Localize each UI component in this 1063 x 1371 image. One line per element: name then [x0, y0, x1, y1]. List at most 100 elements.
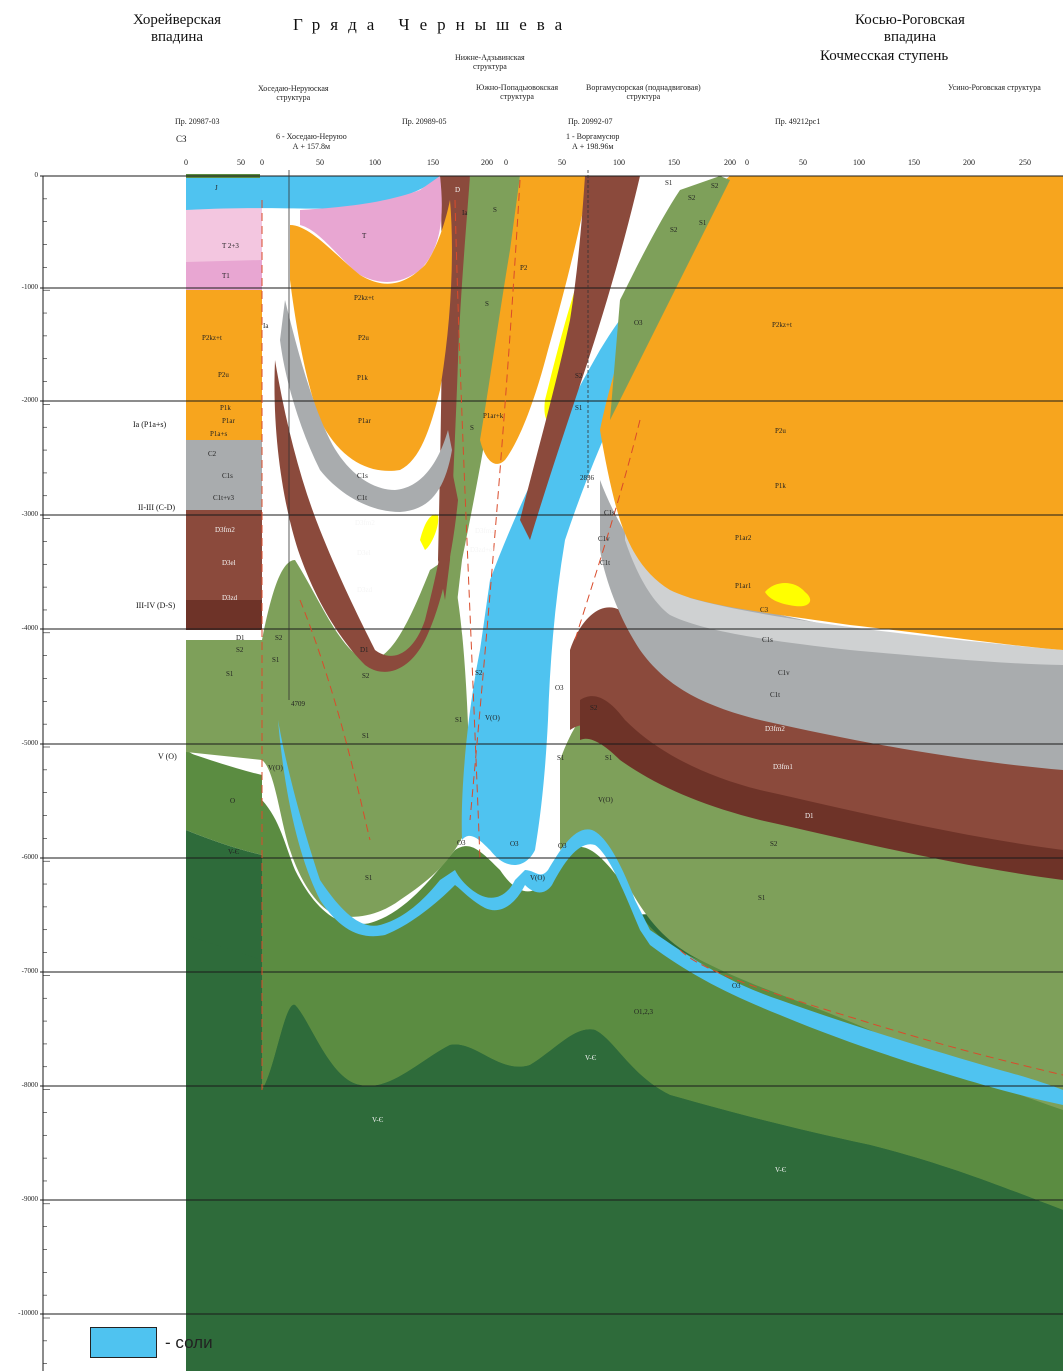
depth-label-6000: -6000 — [21, 853, 38, 861]
label-d3zd-left: D3zd — [222, 594, 238, 602]
salt-left-band — [278, 720, 1063, 1105]
unit-j-cyan — [186, 176, 440, 210]
well-1-name: 1 - Воргамусюр — [566, 132, 620, 141]
label-p2kzt-right: P2kz+t — [772, 321, 792, 329]
label-ve-lower: V-Є — [372, 1116, 384, 1124]
label-s2-c5: S2 — [590, 704, 598, 712]
structure-khosedayu-l2: структура — [276, 93, 311, 102]
tick-p3-0: 0 — [745, 158, 749, 167]
label-ve-left: V-Є — [228, 848, 240, 856]
well-1-label: 1 - Воргамусюр А + 198.96м — [566, 132, 619, 152]
label-s-top: S — [493, 206, 497, 214]
label-s1-c2: S1 — [455, 716, 463, 724]
label-p1ark: P1ar+k — [483, 412, 504, 420]
label-p1as-left: P1a+s — [210, 430, 227, 438]
label-o3-c3: O3 — [558, 842, 567, 850]
structure-yuzhno-l2: структура — [500, 92, 534, 101]
label-s2-center: S2 — [362, 672, 370, 680]
label-ve-center: V-Є — [585, 1054, 597, 1062]
tick-p2-150: 150 — [427, 158, 439, 167]
legend-salt-swatch — [90, 1327, 157, 1358]
label-d3el-left: D3el — [222, 559, 236, 567]
label-p2kz-center: P2kz+t — [354, 294, 374, 302]
unit-c-grey-right — [600, 480, 1063, 770]
label-p1k-center: P1k — [357, 374, 368, 382]
label-vo-3: V(O) — [485, 714, 500, 722]
label-c1s-center: C1s — [357, 472, 368, 480]
region-kosyu-line2: впадина — [883, 29, 936, 45]
label-d3zd-center: D3zd — [357, 586, 373, 594]
label-s1-left: S1 — [226, 670, 234, 678]
unit-devonian-right — [570, 607, 1063, 870]
label-s1-center: S1 — [362, 732, 370, 740]
label-o-left: O — [230, 797, 235, 805]
label-s2-right: S2 — [770, 840, 778, 848]
label-c1tv-left: C1t+v3 — [213, 494, 235, 502]
horizon-ia: Ia (P1a+s) — [133, 420, 167, 429]
unit-permian-right — [600, 176, 1063, 650]
unit-permian-left — [186, 290, 262, 440]
well-6-label: 6 - Хоседаю-Неруюо А + 157.8м — [276, 132, 347, 152]
depth-label-3000: -3000 — [21, 510, 38, 518]
tick-p3-100: 100 — [613, 158, 625, 167]
profile-20989: Пр. 20989-05 — [402, 117, 447, 126]
label-p1k-right: P1k — [775, 482, 786, 490]
region-kosyu-line1: Косью-Роговская — [855, 12, 965, 28]
unit-s-thrust-2 — [610, 176, 730, 420]
unit-d-brown-syncline — [274, 360, 458, 672]
tick-p1-0b: 0 — [260, 158, 264, 167]
salt-diapir — [461, 250, 700, 865]
label-s1-c3: S1 — [575, 404, 583, 412]
depth-label-7000: -7000 — [21, 967, 38, 975]
label-d3fm2-center: D3fm2 — [355, 519, 375, 527]
label-s1-low: S1 — [365, 874, 373, 882]
tick-p4-150: 150 — [908, 158, 920, 167]
tick-p2-100: 100 — [369, 158, 381, 167]
label-o3-c2: O3 — [510, 840, 519, 848]
label-d3fm2-c2: D3fm2 — [475, 527, 495, 535]
depth-label-2000: -2000 — [21, 396, 38, 404]
label-p2u-center: P2u — [358, 334, 369, 342]
label-s1-c5: S1 — [605, 754, 613, 762]
tick-p3-50: 50 — [558, 158, 566, 167]
unit-ve-dark — [186, 1004, 1063, 1371]
ridge-title: Гряда Чернышева — [293, 15, 573, 34]
label-d1-right: D1 — [805, 812, 814, 820]
label-well-depth-1: 4709 — [291, 700, 306, 708]
structure-vorgamusyur-l1: Воргамусюрская (поднадвиговая) — [586, 83, 701, 92]
tick-p1-0: 0 — [184, 158, 188, 167]
label-well-depth-2: 2836 — [580, 474, 595, 482]
structure-vorgamusyur-l2: структура — [626, 92, 661, 101]
tick-p2-200: 200 — [481, 158, 493, 167]
label-s1-right: S1 — [758, 894, 766, 902]
label-d3fm2-left: D3fm2 — [215, 526, 235, 534]
label-c1v-right: C1v — [778, 669, 790, 677]
label-c1t-right: C1t — [770, 691, 780, 699]
region-khoreyver-line1: Хорейверская — [133, 12, 222, 28]
label-d-top: D — [455, 186, 460, 194]
label-p2kz-left: P2kz+t — [202, 334, 222, 342]
label-o3-r: O3 — [634, 319, 643, 327]
region-khoreyver-line2: впадина — [150, 29, 204, 45]
label-s1-top-r: S1 — [665, 179, 673, 187]
label-s-mid: S — [485, 300, 489, 308]
label-d3el-center: D3el — [357, 549, 371, 557]
tick-p4-250: 250 — [1019, 158, 1031, 167]
structure-vorgamusyur: Воргамусюрская (поднадвиговая) структура — [586, 83, 701, 101]
label-vo-1: V(O) — [598, 796, 613, 804]
label-c1s-c: C1s — [604, 509, 615, 517]
tick-p1-50: 50 — [237, 158, 245, 167]
label-s2-left2: S2 — [275, 634, 283, 642]
label-t: T — [362, 232, 367, 240]
yellow-lens-left — [420, 514, 439, 550]
yellow-lens-right — [765, 583, 811, 607]
label-s1-r2: S1 — [699, 219, 707, 227]
label-p2u-right: P2u — [775, 427, 786, 435]
label-s2-top-r: S2 — [711, 182, 719, 190]
unit-devonian-right-dark — [580, 696, 1063, 880]
label-t1: T1 — [222, 272, 230, 280]
label-d1-left: D1 — [236, 634, 245, 642]
label-p2-center: P2 — [520, 264, 528, 272]
label-d3fm2-right: D3fm2 — [765, 725, 785, 733]
label-s1-left2: S1 — [272, 656, 280, 664]
